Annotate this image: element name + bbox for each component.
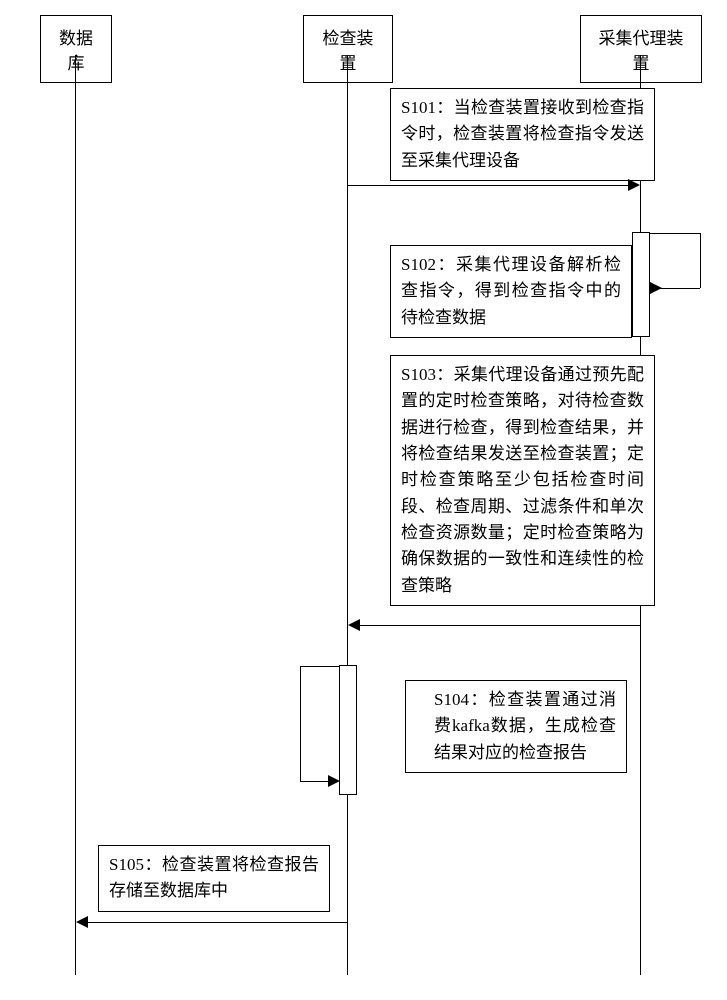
arrow-s103	[358, 625, 640, 626]
lifeline-check	[347, 55, 348, 975]
self-arrow-s102-head	[650, 282, 674, 294]
activation-s102	[632, 232, 650, 337]
activation-s104	[339, 665, 357, 795]
actor-check: 检查装置	[303, 15, 393, 83]
arrow-s101	[348, 185, 630, 186]
message-s102-step: S102：	[401, 255, 456, 274]
actor-agent: 采集代理装置	[580, 15, 702, 83]
actor-database: 数据库	[40, 15, 112, 83]
self-arrow-s104-head	[328, 775, 340, 787]
self-arrow-s104-side	[300, 666, 301, 781]
message-s103-text: 采集代理设备通过预先配置的定时检查策略，对待检查数据进行检查，得到检查结果，并将…	[401, 365, 644, 595]
self-arrow-s104-bottom	[300, 781, 330, 782]
message-s101-step: S101：	[401, 98, 454, 117]
message-s104: S104：检查装置通过消费kafka数据，生成检查结果对应的检查报告	[405, 680, 627, 773]
message-s102: S102：采集代理设备解析检查指令，得到检查指令中的待检查数据	[390, 245, 632, 338]
actor-database-label: 数据库	[59, 29, 93, 73]
message-s104-step: S104：	[434, 690, 489, 709]
message-s103-step: S103：	[401, 365, 454, 384]
actor-check-label: 检查装置	[323, 29, 374, 73]
actor-agent-label: 采集代理装置	[599, 29, 684, 73]
message-s105-step: S105：	[109, 855, 162, 874]
message-s101: S101：当检查装置接收到检查指令时，检查装置将检查指令发送至采集代理设备	[390, 88, 655, 181]
arrow-s105-head	[76, 916, 88, 928]
arrow-s103-head	[348, 619, 360, 631]
arrow-s105	[86, 922, 347, 923]
arrow-s101-head	[628, 179, 640, 191]
lifeline-database	[75, 55, 76, 975]
self-arrow-s102-side	[700, 233, 701, 288]
self-arrow-s102-top	[650, 233, 700, 234]
message-s103: S103：采集代理设备通过预先配置的定时检查策略，对待检查数据进行检查，得到检查…	[390, 355, 655, 606]
self-arrow-s104-top	[300, 666, 339, 667]
message-s105: S105：检查装置将检查报告存储至数据库中	[98, 845, 330, 912]
